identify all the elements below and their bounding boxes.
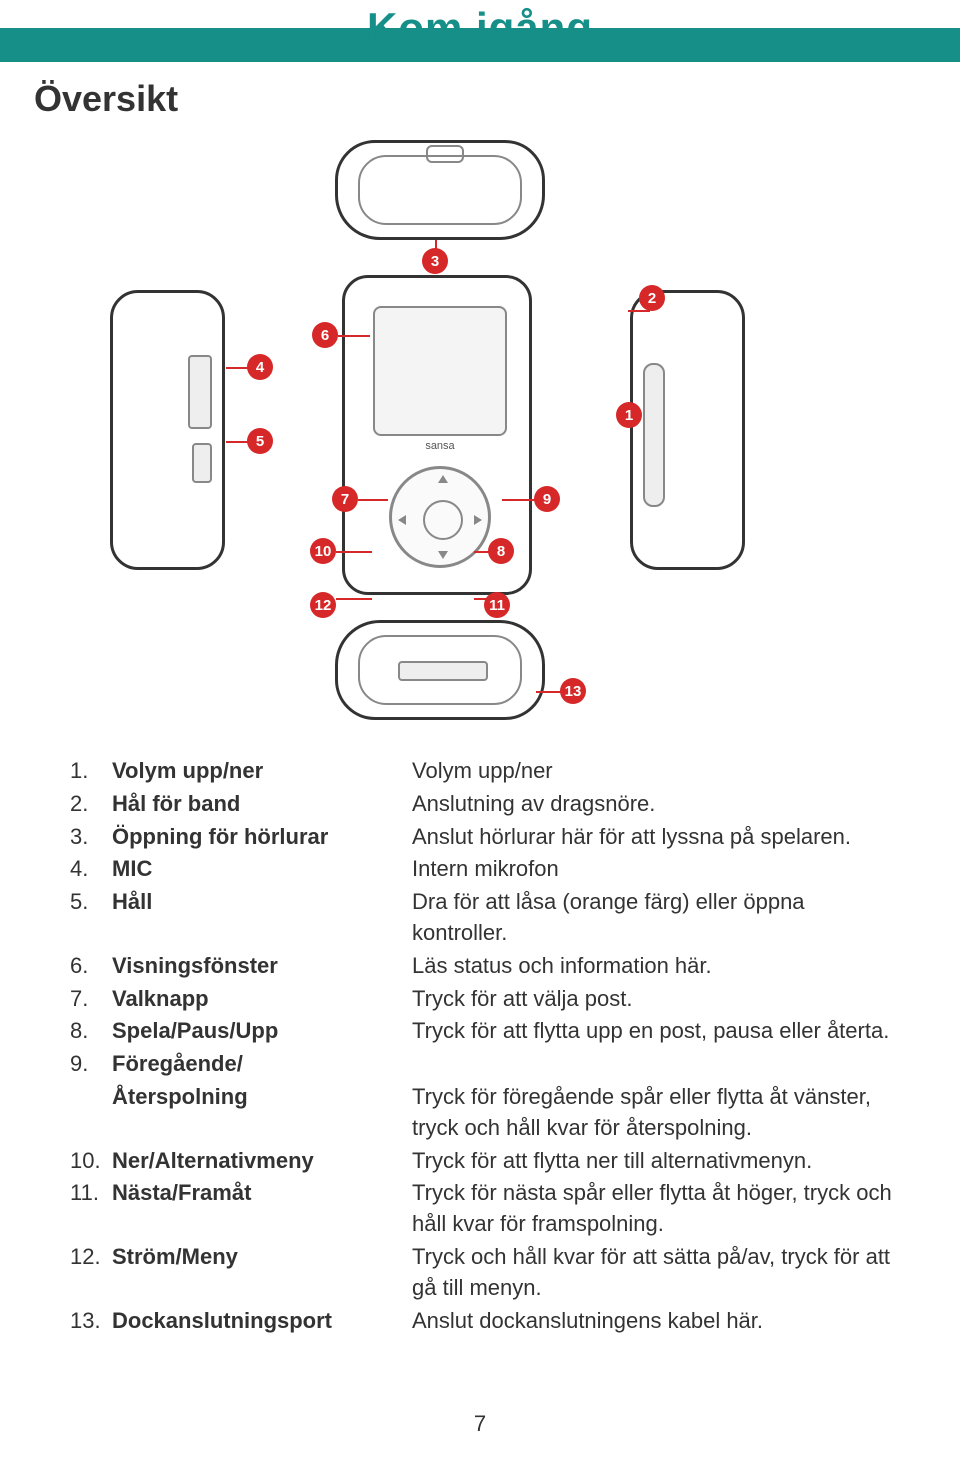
list-description: Tryck för föregående spår eller flytta å… <box>412 1082 900 1144</box>
list-term: Visningsfönster <box>112 951 412 982</box>
callout-4: 4 <box>247 354 273 380</box>
list-number: 4. <box>70 854 112 885</box>
section-subtitle: Översikt <box>34 78 960 120</box>
brand-label: sansa <box>373 440 507 452</box>
list-row: 12.Ström/MenyTryck och håll kvar för att… <box>70 1242 900 1304</box>
list-row: 9.Föregående/ <box>70 1049 900 1080</box>
lead-line <box>502 499 536 501</box>
list-number: 10. <box>70 1146 112 1177</box>
lead-line <box>336 598 372 600</box>
right-icon <box>474 515 482 525</box>
callout-6: 6 <box>312 322 338 348</box>
list-row: 6.VisningsfönsterLäs status och informat… <box>70 951 900 982</box>
callout-3: 3 <box>422 248 448 274</box>
list-number: 12. <box>70 1242 112 1304</box>
device-top-view <box>335 140 545 240</box>
hold-switch-icon <box>192 443 212 483</box>
callout-13: 13 <box>560 678 586 704</box>
callout-9: 9 <box>534 486 560 512</box>
list-description: Dra för att låsa (orange färg) eller öpp… <box>412 887 900 949</box>
list-number <box>70 1082 112 1144</box>
list-number: 8. <box>70 1016 112 1047</box>
list-row: 2.Hål för bandAnslutning av dragsnöre. <box>70 789 900 820</box>
callout-12: 12 <box>310 592 336 618</box>
overview-list: 1.Volym upp/nerVolym upp/ner2.Hål för ba… <box>0 756 960 1336</box>
list-description: Anslut dockanslutningens kabel här. <box>412 1306 900 1337</box>
list-description <box>412 1049 900 1080</box>
device-diagram: sansa 12345678910111213 <box>0 130 960 730</box>
list-row: 10.Ner/AlternativmenyTryck för att flytt… <box>70 1146 900 1177</box>
callout-7: 7 <box>332 486 358 512</box>
list-description: Tryck för att flytta ner till alternativ… <box>412 1146 900 1177</box>
callout-11: 11 <box>484 592 510 618</box>
left-icon <box>398 515 406 525</box>
down-icon <box>438 551 448 559</box>
list-number: 6. <box>70 951 112 982</box>
list-term: Ner/Alternativmeny <box>112 1146 412 1177</box>
lead-line <box>628 310 650 312</box>
select-button-icon <box>423 500 463 540</box>
callout-2: 2 <box>639 285 665 311</box>
list-number: 9. <box>70 1049 112 1080</box>
list-term: Valknapp <box>112 984 412 1015</box>
page-number: 7 <box>0 1411 960 1437</box>
list-description: Tryck och håll kvar för att sätta på/av,… <box>412 1242 900 1304</box>
list-term: Dockanslutningsport <box>112 1306 412 1337</box>
list-row: 3.Öppning för hörlurarAnslut hörlurar hä… <box>70 822 900 853</box>
list-row: 8.Spela/Paus/UppTryck för att flytta upp… <box>70 1016 900 1047</box>
list-row: 11.Nästa/FramåtTryck för nästa spår elle… <box>70 1178 900 1240</box>
list-number: 13. <box>70 1306 112 1337</box>
list-term: Ström/Meny <box>112 1242 412 1304</box>
device-bottom-view <box>335 620 545 720</box>
lead-line <box>338 335 370 337</box>
list-description: Tryck för nästa spår eller flytta åt hög… <box>412 1178 900 1240</box>
list-number: 1. <box>70 756 112 787</box>
header-band: Kom igång <box>0 8 960 66</box>
up-icon <box>438 475 448 483</box>
list-row: 5.HållDra för att låsa (orange färg) ell… <box>70 887 900 949</box>
list-term: Öppning för hörlurar <box>112 822 412 853</box>
list-number: 11. <box>70 1178 112 1240</box>
lead-line <box>336 551 372 553</box>
list-row: 4.MICIntern mikrofon <box>70 854 900 885</box>
list-term: Hål för band <box>112 789 412 820</box>
list-row: 13.DockanslutningsportAnslut dockanslutn… <box>70 1306 900 1337</box>
list-description: Tryck för att flytta upp en post, pausa … <box>412 1016 900 1047</box>
list-description: Intern mikrofon <box>412 854 900 885</box>
page-title: Kom igång <box>367 4 593 52</box>
list-term: Nästa/Framåt <box>112 1178 412 1240</box>
device-right-side-view <box>630 290 745 570</box>
list-term: MIC <box>112 854 412 885</box>
list-term: Volym upp/ner <box>112 756 412 787</box>
list-term: Spela/Paus/Upp <box>112 1016 412 1047</box>
list-term: Återspolning <box>112 1082 412 1144</box>
list-number: 2. <box>70 789 112 820</box>
callout-8: 8 <box>488 538 514 564</box>
list-description: Volym upp/ner <box>412 756 900 787</box>
callout-5: 5 <box>247 428 273 454</box>
device-left-side-view <box>110 290 225 570</box>
lead-line <box>358 499 388 501</box>
callout-10: 10 <box>310 538 336 564</box>
list-number: 7. <box>70 984 112 1015</box>
list-row: 1.Volym upp/nerVolym upp/ner <box>70 756 900 787</box>
list-number: 3. <box>70 822 112 853</box>
list-description: Anslutning av dragsnöre. <box>412 789 900 820</box>
list-number: 5. <box>70 887 112 949</box>
list-term: Håll <box>112 887 412 949</box>
list-description: Läs status och information här. <box>412 951 900 982</box>
list-description: Anslut hörlurar här för att lyssna på sp… <box>412 822 900 853</box>
list-row: 7.ValknappTryck för att välja post. <box>70 984 900 1015</box>
list-description: Tryck för att välja post. <box>412 984 900 1015</box>
list-row: ÅterspolningTryck för föregående spår el… <box>70 1082 900 1144</box>
dock-port-icon <box>398 661 488 681</box>
callout-1: 1 <box>616 402 642 428</box>
list-term: Föregående/ <box>112 1049 412 1080</box>
screen-icon <box>373 306 507 436</box>
